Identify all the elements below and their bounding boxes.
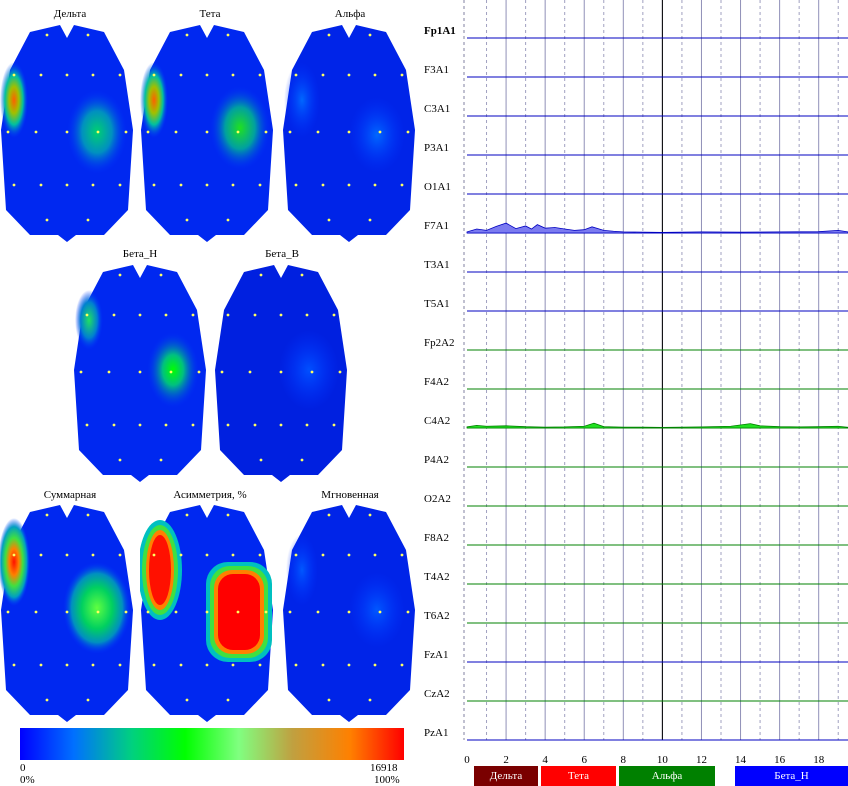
scale-min-label: 0	[20, 762, 26, 774]
band-button-beta-low[interactable]: Бета_Н	[735, 766, 848, 786]
map-title-theta: Тета	[199, 8, 221, 20]
x-tick-label: 4	[542, 754, 548, 766]
channel-label: T6A2	[424, 610, 450, 622]
channel-label: T3A1	[424, 259, 450, 271]
scale-max-percent: 100%	[374, 774, 400, 786]
brain-map-beta-low[interactable]	[73, 260, 207, 482]
channel-label: P4A2	[424, 454, 449, 466]
brain-map-total[interactable]	[0, 500, 134, 722]
spectra-panel[interactable]: Fp1A1 F3A1 C3A1 P3A1 O1A1 F7A1 T3A1 T5A1 Fp2A2 F4…	[420, 0, 848, 786]
color-scale-bar	[20, 728, 404, 760]
electrode-dots	[6, 513, 128, 702]
electrode-dots	[146, 33, 268, 222]
electrode-dots	[288, 513, 410, 702]
map-title-beta-high: Бета_В	[265, 248, 299, 260]
channel-label: PzA1	[424, 727, 448, 739]
channel-label: Fp2A2	[424, 337, 455, 349]
head-outline	[141, 25, 273, 242]
channel-label: F8A2	[424, 532, 449, 544]
electrode-dots	[146, 513, 268, 702]
channel-label: F3A1	[424, 64, 449, 76]
brain-map-delta[interactable]	[0, 20, 134, 242]
x-tick-label: 16	[774, 754, 786, 766]
electrode-dots	[6, 33, 128, 222]
x-tick-label: 10	[657, 754, 669, 766]
brain-map-alpha[interactable]	[282, 20, 416, 242]
head-outline	[74, 265, 206, 482]
channel-label: CzA2	[424, 688, 450, 700]
map-title-delta: Дельта	[53, 8, 87, 20]
x-tick-label: 18	[813, 754, 825, 766]
channel-label: C3A1	[424, 103, 450, 115]
band-button-alpha[interactable]: Альфа	[619, 766, 715, 786]
brain-map-instant[interactable]	[282, 500, 416, 722]
x-tick-label: 12	[696, 754, 707, 766]
channel-label: F4A2	[424, 376, 449, 388]
map-title-asymmetry: Асимметрия, %	[173, 489, 247, 501]
scale-min-percent: 0%	[20, 774, 35, 786]
band-button-delta[interactable]: Дельта	[474, 766, 538, 786]
channel-label: Fp1A1	[424, 25, 456, 37]
x-tick-label: 0	[464, 754, 470, 766]
channel-label: F7A1	[424, 220, 449, 232]
channel-label: O2A2	[424, 493, 451, 505]
scale-max-label: 16918	[370, 762, 398, 774]
spectrum-area	[466, 422, 848, 429]
electrode-dots	[79, 273, 201, 462]
x-tick-label: 2	[503, 754, 509, 766]
electrode-dots	[220, 273, 342, 462]
map-title-beta-low: Бета_Н	[122, 248, 158, 260]
map-title-alpha: Альфа	[334, 8, 366, 20]
channel-label: O1A1	[424, 181, 451, 193]
channel-label: P3A1	[424, 142, 449, 154]
x-tick-label: 8	[621, 754, 627, 766]
head-outline	[1, 25, 133, 242]
channel-label: T4A2	[424, 571, 450, 583]
spectrum-area	[466, 222, 848, 234]
channel-label: FzA1	[424, 649, 448, 661]
channel-label: T5A1	[424, 298, 450, 310]
x-tick-label: 14	[735, 754, 747, 766]
map-title-total: Суммарная	[43, 489, 97, 501]
band-button-theta[interactable]: Тета	[541, 766, 616, 786]
x-tick-label: 6	[581, 754, 587, 766]
brain-map-theta[interactable]	[140, 20, 274, 242]
map-title-instant: Мгновенная	[321, 489, 379, 501]
brain-map-asymmetry[interactable]	[140, 500, 274, 722]
channel-label: C4A2	[424, 415, 450, 427]
electrode-dots	[288, 33, 410, 222]
brain-map-beta-high[interactable]	[214, 260, 348, 482]
